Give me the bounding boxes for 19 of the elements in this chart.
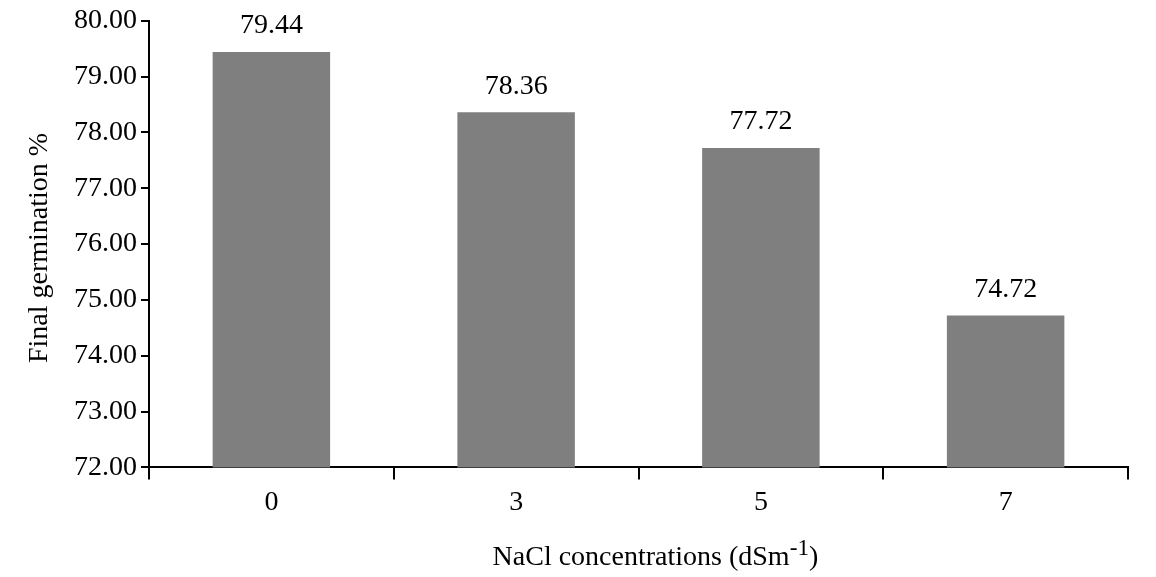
y-tick-label: 76.00 [74,226,137,258]
y-tick-label: 78.00 [74,114,137,146]
x-axis-title: NaCl concentrations (dSm$^{-1}$) [491,533,820,574]
data-label: 74.72 [974,271,1038,303]
data-label: 77.72 [729,104,793,136]
y-tick-label: 75.00 [74,282,137,314]
y-tick-label: 72.00 [74,449,137,481]
x-tick-label: 3 [509,484,524,516]
y-tick-label: 73.00 [74,393,137,425]
data-label: 79.44 [239,8,303,40]
y-tick-label: 79.00 [74,58,137,90]
y-tick-label: 74.00 [74,338,137,370]
y-tick-label: 80.00 [74,3,137,35]
y-axis-title: Final germination % [21,132,54,364]
x-tick-label: 0 [264,484,279,516]
x-tick-label: 5 [753,484,768,516]
x-tick-label: 7 [998,484,1013,516]
data-label: 78.36 [484,68,548,100]
y-tick-label: 77.00 [74,170,137,202]
